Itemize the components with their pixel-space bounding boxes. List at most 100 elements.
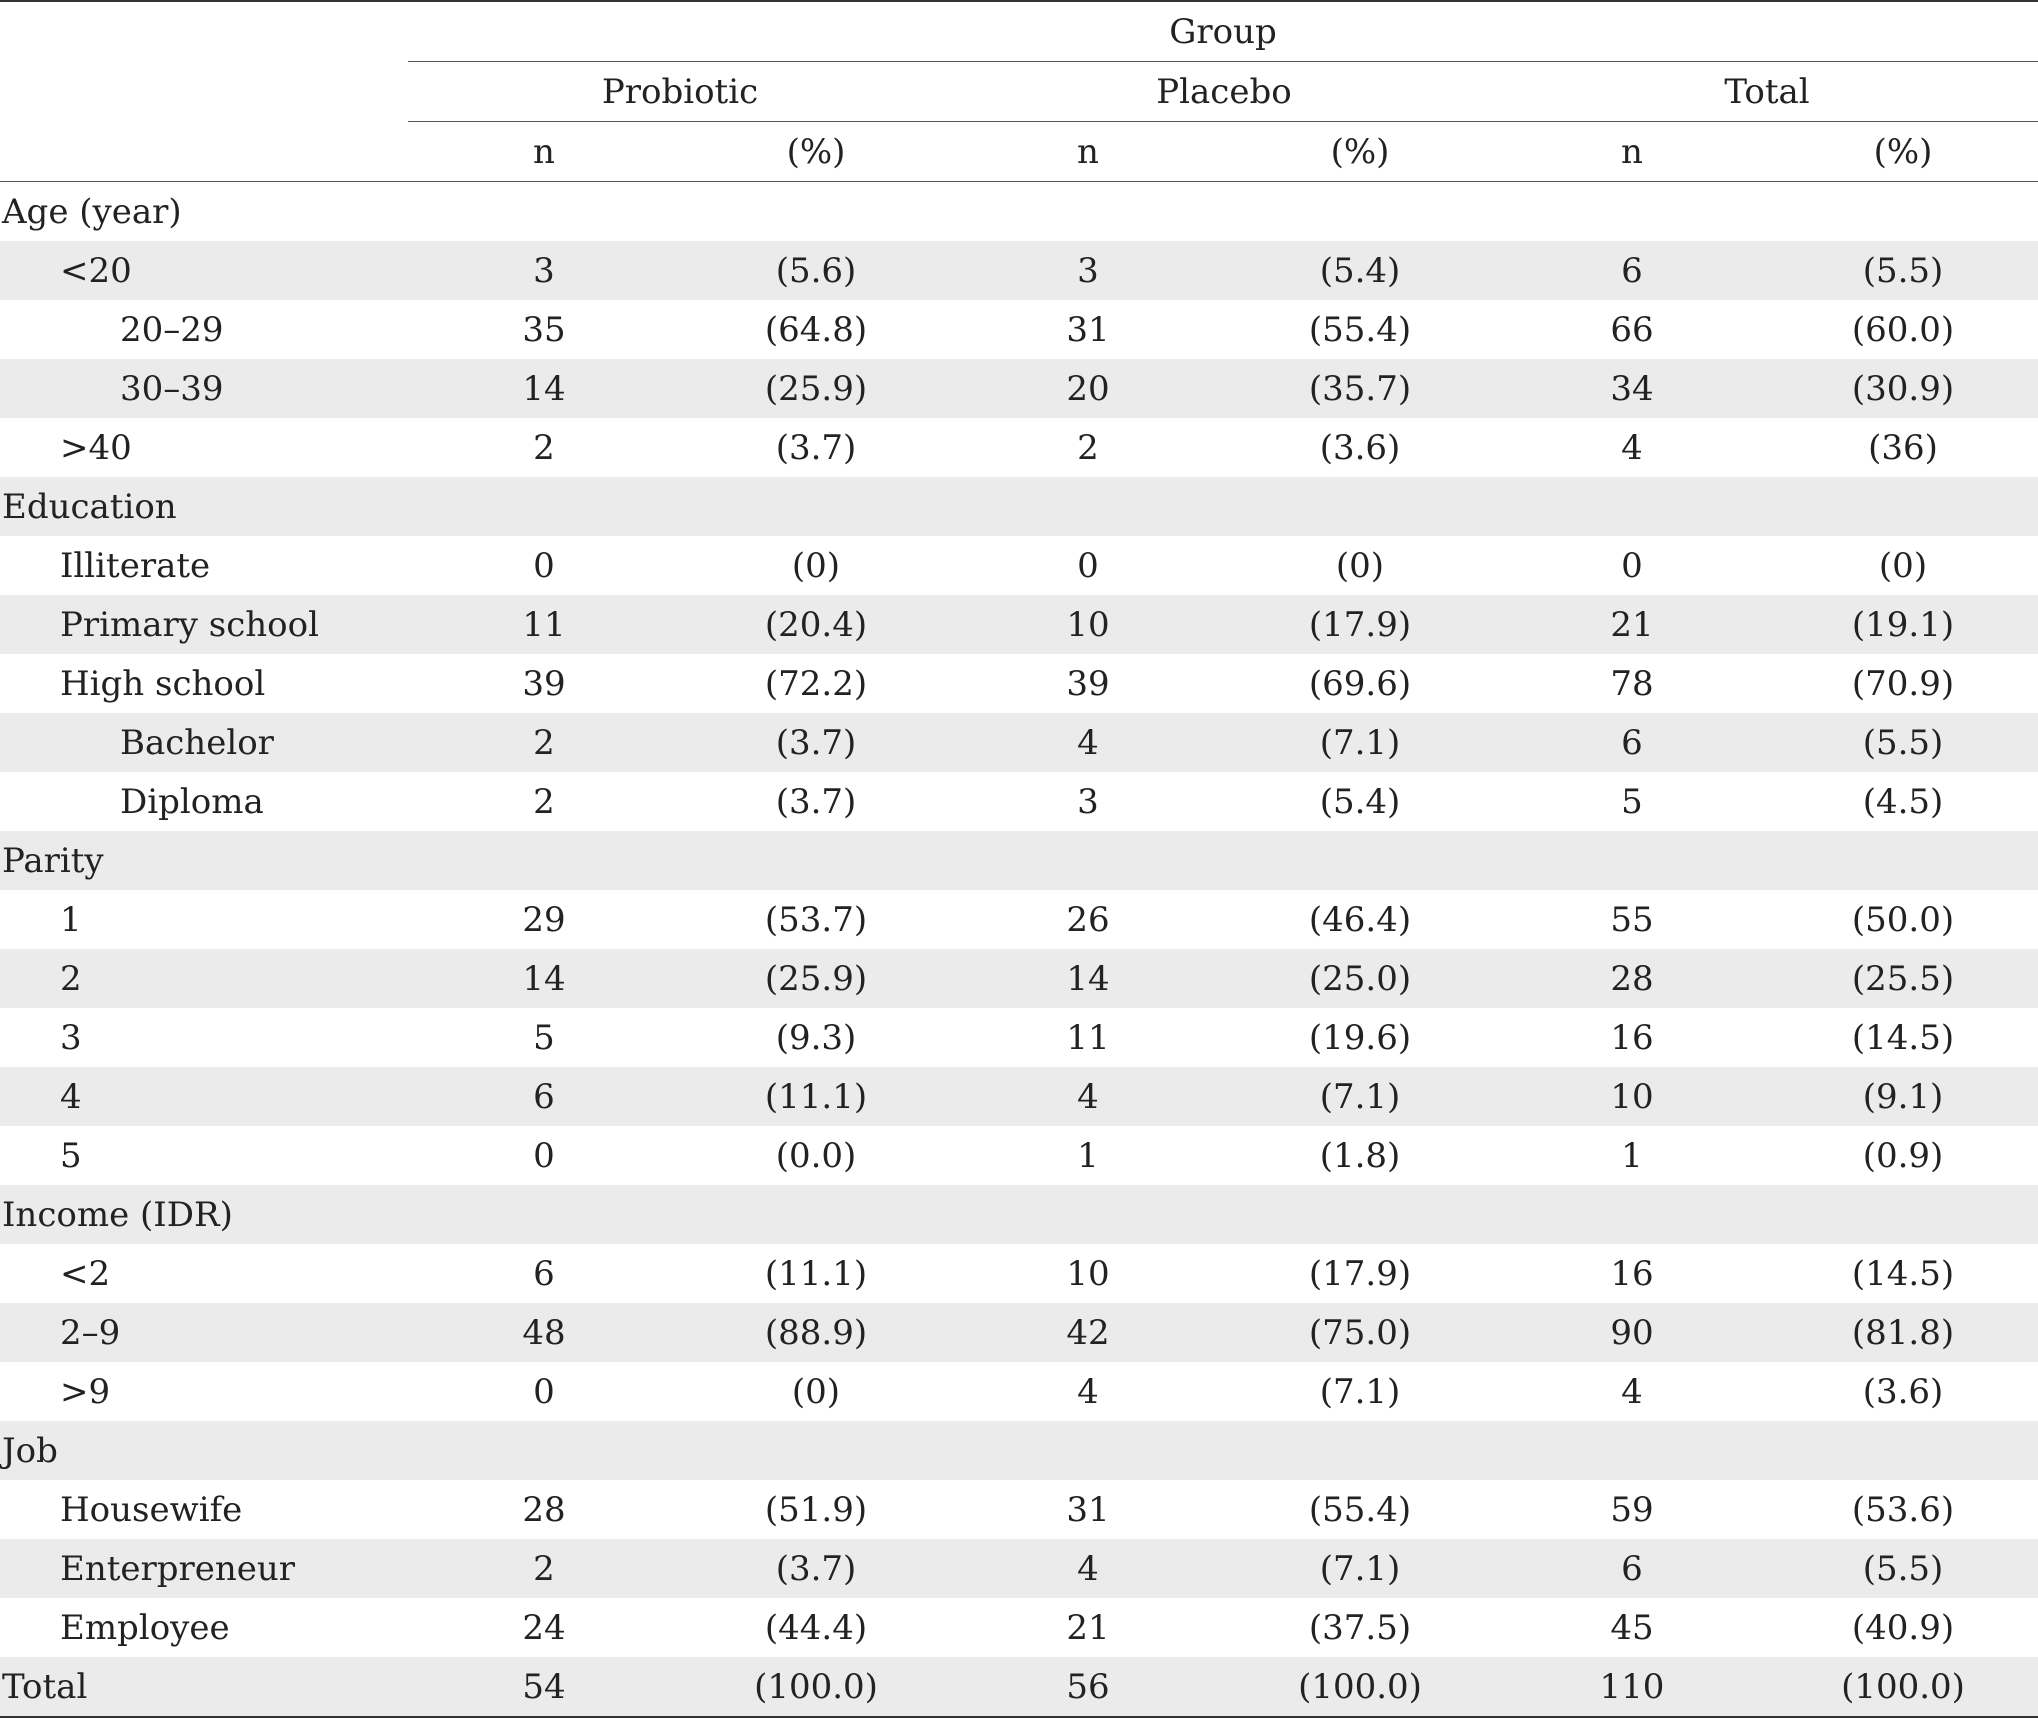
percent-cell: (72.2): [764, 663, 868, 704]
percent-cell: (40.9): [1851, 1607, 1955, 1648]
percent-cell: (53.6): [1851, 1489, 1955, 1530]
percent-cell: (11.1): [764, 1253, 868, 1294]
count-cell: 16: [1610, 1253, 1654, 1294]
row-label: 3: [60, 1017, 82, 1058]
count-cell: 90: [1496, 1303, 1768, 1362]
row-label: Diploma: [120, 781, 264, 822]
group-placebo-header: Placebo: [952, 61, 1496, 122]
category-row: Job: [0, 1421, 2038, 1480]
percent-cell: (7.1): [1319, 1371, 1401, 1412]
count-cell: 39: [1066, 663, 1110, 704]
count-cell: 6: [1496, 1539, 1768, 1598]
percent-cell: [680, 182, 952, 242]
percent-cell: [1224, 1421, 1496, 1480]
header-row-columns: n (%) n (%) n (%): [0, 121, 2038, 182]
table-row: >9 0 (0) 4 (7.1) 4 (3.6): [0, 1362, 2038, 1421]
percent-cell: (46.4): [1308, 899, 1412, 940]
percent-cell: (17.9): [1308, 1253, 1412, 1294]
category-row: Income (IDR): [0, 1185, 2038, 1244]
col-pct-placebo: (%): [1224, 121, 1496, 182]
count-cell: 5: [533, 1017, 555, 1058]
row-label: Total: [0, 1657, 408, 1718]
percent-cell: (0): [791, 1371, 841, 1412]
count-cell: 10: [1066, 1253, 1110, 1294]
percent-cell: (5.6): [680, 241, 952, 300]
table-row: Diploma 2 (3.7) 3 (5.4) 5 (4.5): [0, 772, 2038, 831]
count-cell: 2: [408, 713, 680, 772]
percent-cell: [680, 1185, 952, 1244]
percent-cell: (69.6): [1308, 663, 1412, 704]
count-cell: 66: [1610, 309, 1654, 350]
count-cell: [1496, 1421, 1768, 1480]
count-cell: [952, 1421, 1224, 1480]
row-label: >40: [60, 427, 132, 468]
table-row: 1 29 (53.7) 26 (46.4) 55 (50.0): [0, 890, 2038, 949]
percent-cell: (19.6): [1308, 1017, 1412, 1058]
category-label: Income (IDR): [0, 1185, 408, 1244]
table-row: >40 2 (3.7) 2 (3.6) 4 (36): [0, 418, 2038, 477]
percent-cell: (3.6): [1862, 1371, 1944, 1412]
table-row: <2 6 (11.1) 10 (17.9) 16 (14.5): [0, 1244, 2038, 1303]
percent-cell: [680, 831, 952, 890]
percent-cell: (25.5): [1768, 949, 2038, 1008]
header-empty-cell: [0, 121, 408, 182]
count-cell: 28: [522, 1489, 566, 1530]
percent-cell: (51.9): [764, 1489, 868, 1530]
row-label: 2: [0, 949, 408, 1008]
count-cell: [952, 831, 1224, 890]
count-cell: 4: [952, 1539, 1224, 1598]
count-cell: 10: [1496, 1067, 1768, 1126]
table-row: 2–9 48 (88.9) 42 (75.0) 90 (81.8): [0, 1303, 2038, 1362]
percent-cell: (5.5): [1768, 241, 2038, 300]
percent-cell: (1.8): [1319, 1135, 1401, 1176]
category-label: Education: [0, 477, 408, 536]
count-cell: [1496, 1185, 1768, 1244]
col-n-probiotic: n: [408, 121, 680, 182]
col-n-total: n: [1496, 121, 1768, 182]
table-row: Illiterate 0 (0) 0 (0) 0 (0): [0, 536, 2038, 595]
percent-cell: (4.5): [1862, 781, 1944, 822]
percent-cell: (37.5): [1308, 1607, 1412, 1648]
count-cell: 24: [522, 1607, 566, 1648]
percent-cell: (100.0): [1224, 1657, 1496, 1718]
table-row: Bachelor 2 (3.7) 4 (7.1) 6 (5.5): [0, 713, 2038, 772]
percent-cell: [1768, 831, 2038, 890]
count-cell: 3: [952, 241, 1224, 300]
count-cell: 29: [522, 899, 566, 940]
percent-cell: [680, 477, 952, 536]
row-label: Bachelor: [0, 713, 408, 772]
table-row: 2 14 (25.9) 14 (25.0) 28 (25.5): [0, 949, 2038, 1008]
percent-cell: (35.7): [1224, 359, 1496, 418]
header-empty-cell: [0, 62, 408, 122]
count-cell: 4: [952, 1067, 1224, 1126]
percent-cell: (20.4): [680, 595, 952, 654]
table-row: 5 0 (0.0) 1 (1.8) 1 (0.9): [0, 1126, 2038, 1185]
count-cell: 14: [408, 949, 680, 1008]
row-label: 5: [60, 1135, 82, 1176]
percent-cell: (25.9): [680, 359, 952, 418]
count-cell: 21: [1496, 595, 1768, 654]
table-row: 4 6 (11.1) 4 (7.1) 10 (9.1): [0, 1067, 2038, 1126]
count-cell: 26: [1066, 899, 1110, 940]
percent-cell: (0): [791, 545, 841, 586]
header-row-group: Group: [0, 0, 2038, 62]
count-cell: [1496, 831, 1768, 890]
count-cell: 2: [408, 1539, 680, 1598]
count-cell: [952, 477, 1224, 536]
count-cell: [1496, 182, 1768, 242]
count-cell: 6: [1496, 241, 1768, 300]
percent-cell: (64.8): [764, 309, 868, 350]
percent-cell: (9.3): [775, 1017, 857, 1058]
count-cell: 0: [533, 545, 555, 586]
percent-cell: (14.5): [1851, 1017, 1955, 1058]
percent-cell: (55.4): [1308, 1489, 1412, 1530]
row-label: <2: [60, 1253, 111, 1294]
percent-cell: (7.1): [1224, 1539, 1496, 1598]
percent-cell: [1768, 182, 2038, 242]
percent-cell: (5.4): [1224, 241, 1496, 300]
count-cell: 6: [533, 1253, 555, 1294]
count-cell: 14: [952, 949, 1224, 1008]
percent-cell: (25.9): [680, 949, 952, 1008]
